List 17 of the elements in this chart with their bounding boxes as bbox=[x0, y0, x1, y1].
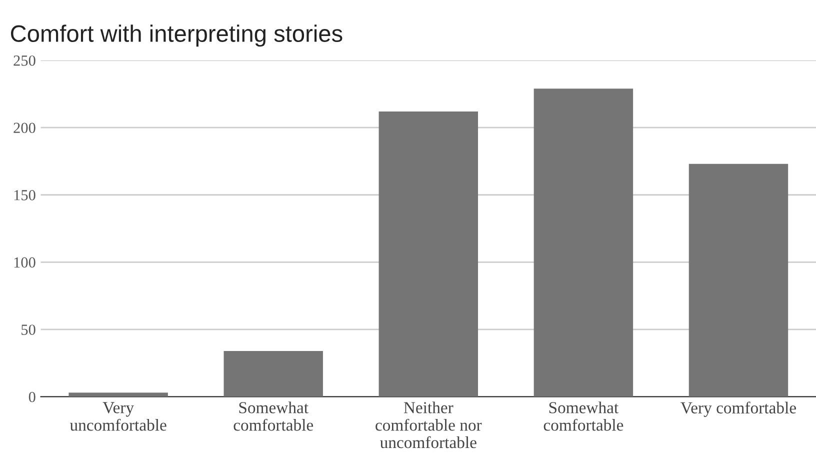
y-tick-label: 0 bbox=[28, 392, 36, 402]
x-tick-label: Neither comfortable nor uncomfortable bbox=[376, 402, 482, 448]
x-tick-label: Very uncomfortable bbox=[70, 402, 166, 431]
y-tick-label: 200 bbox=[14, 122, 36, 134]
y-tick-label: 50 bbox=[22, 324, 36, 335]
bar bbox=[378, 111, 478, 397]
bar bbox=[68, 392, 168, 397]
x-tick-label: Somewhat comfortable bbox=[544, 402, 624, 431]
y-tick-label: 100 bbox=[14, 257, 36, 268]
y-tick-label: 250 bbox=[14, 55, 36, 66]
y-tick-label: 150 bbox=[14, 190, 36, 200]
bar bbox=[224, 350, 323, 397]
x-tick-label: Very comfortable bbox=[680, 402, 796, 417]
chart-title: Comfort with interpreting stories bbox=[10, 24, 342, 47]
x-tick-label: Somewhat comfortable bbox=[234, 402, 314, 431]
bar bbox=[534, 88, 634, 397]
bar bbox=[688, 164, 788, 397]
